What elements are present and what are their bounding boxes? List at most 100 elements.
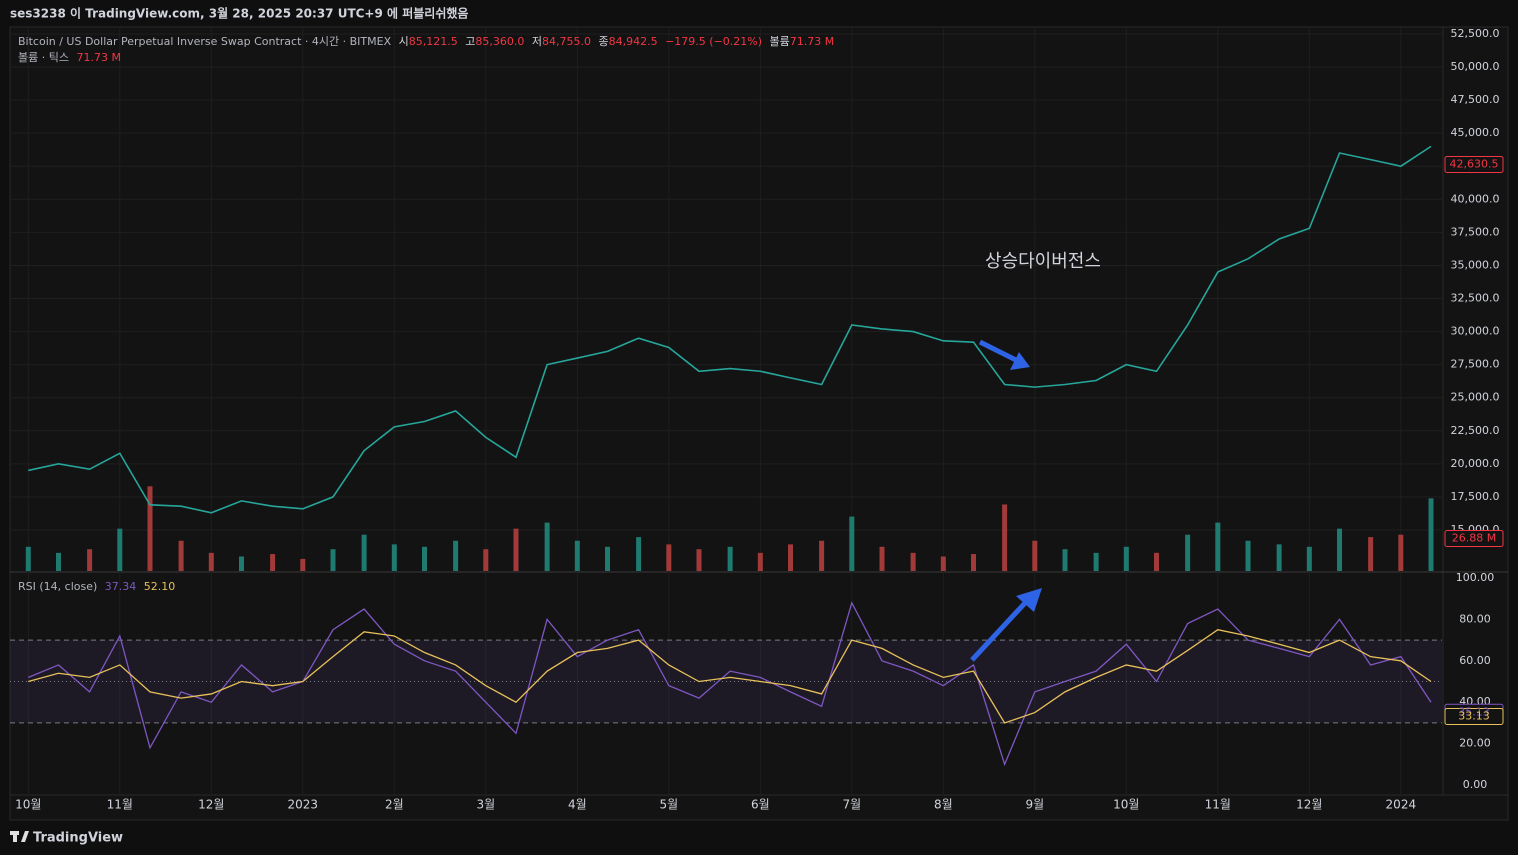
x-tick-label: 5월 xyxy=(659,798,678,812)
volume-bar xyxy=(208,552,214,571)
volume-bar xyxy=(819,540,825,571)
volume-bar xyxy=(453,540,459,571)
last-price-label-box xyxy=(1444,156,1504,174)
volume-bar xyxy=(1368,537,1374,571)
volume-bar xyxy=(574,540,580,571)
volume-bar xyxy=(1062,549,1068,571)
brand-name: TradingView xyxy=(33,831,123,846)
y-tick-label: 20,000.0 xyxy=(1451,457,1500,470)
volume-bar xyxy=(300,558,306,571)
rsi-last-label: 35.13 xyxy=(1458,705,1490,718)
volume-bar xyxy=(1154,552,1160,571)
volume-bar xyxy=(87,549,93,571)
y-tick-label: 40,000.0 xyxy=(1451,192,1500,205)
symbol: Bitcoin / US Dollar Perpetual Inverse Sw… xyxy=(18,35,392,48)
rsi-legend: RSI (14, close) 37.34 52.10 xyxy=(18,580,175,593)
x-tick-label: 12월 xyxy=(198,798,224,812)
rsi-tick-label: 0.00 xyxy=(1463,778,1488,791)
rsi-title: RSI (14, close) xyxy=(18,580,97,593)
x-tick-label: 11월 xyxy=(1205,798,1231,812)
chart-frame xyxy=(9,26,1509,821)
volume-bar xyxy=(513,528,519,571)
volume-bar xyxy=(1276,544,1282,571)
rsi-ma-line xyxy=(28,629,1432,724)
volume-bar xyxy=(1123,546,1129,571)
arrow-head xyxy=(1010,352,1030,370)
volume-bar xyxy=(391,544,397,571)
volume-bar xyxy=(1428,498,1434,571)
volume-bar xyxy=(178,540,184,571)
brand: TradingView xyxy=(10,831,123,846)
x-tick-label: 2024 xyxy=(1386,798,1417,812)
ohlc-value: 84,942.5 xyxy=(609,35,658,48)
volume-bar xyxy=(361,534,367,571)
volume-bar xyxy=(1245,540,1251,571)
volume-bar xyxy=(1032,540,1038,571)
volume-bar xyxy=(605,546,611,571)
rsi-line xyxy=(28,601,1432,767)
volume-bar xyxy=(330,549,336,571)
x-tick-label: 3월 xyxy=(476,798,495,812)
x-tick-label: 10월 xyxy=(1113,798,1139,812)
volume-bar xyxy=(910,552,916,571)
y-tick-label: 35,000.0 xyxy=(1451,258,1500,271)
ohlc-name: 저 xyxy=(532,35,542,48)
volume-legend-value: 71.73 M xyxy=(76,51,120,64)
legend: Bitcoin / US Dollar Perpetual Inverse Sw… xyxy=(18,35,834,48)
x-tick-label: 12월 xyxy=(1296,798,1322,812)
x-tick-label: 11월 xyxy=(107,798,133,812)
x-tick-label: 10월 xyxy=(15,798,41,812)
rsi-ma-last-label-box xyxy=(1444,707,1504,725)
ohlc-value: 85,121.5 xyxy=(409,35,458,48)
x-tick-label: 8월 xyxy=(934,798,953,812)
y-tick-label: 45,000.0 xyxy=(1451,126,1500,139)
change: −179.5 xyxy=(665,35,706,48)
volume-bar xyxy=(55,552,61,571)
y-tick-label: 37,500.0 xyxy=(1451,225,1500,238)
volume-bar xyxy=(1398,534,1404,571)
volume-bar xyxy=(483,549,489,571)
volume-last-label-box xyxy=(1444,529,1504,547)
x-tick-label: 6월 xyxy=(751,798,770,812)
rsi-ma-value: 52.10 xyxy=(144,580,176,593)
price-line xyxy=(28,145,1432,514)
volume-bar xyxy=(117,528,123,571)
volume-bar xyxy=(1002,504,1008,571)
x-tick-label: 4월 xyxy=(568,798,587,812)
volume-bar xyxy=(879,546,885,571)
volume-bar xyxy=(1306,546,1312,571)
volume-bar xyxy=(1185,534,1191,571)
ohlc-value: 84,755.0 xyxy=(542,35,591,48)
volume-bar xyxy=(636,537,642,571)
volume-bar xyxy=(666,544,672,571)
annotation-arrows xyxy=(970,339,1042,662)
last-price-label: 42,630.5 xyxy=(1450,158,1499,171)
logo-part xyxy=(13,831,17,842)
x-tick-label: 2월 xyxy=(385,798,404,812)
change-pct: (−0.21%) xyxy=(709,35,762,48)
volume-bar xyxy=(1337,528,1343,571)
y-tick-label: 32,500.0 xyxy=(1451,292,1500,305)
logo-part xyxy=(21,831,29,842)
volume-value: 71.73 M xyxy=(790,35,834,48)
annotation: 상승다이버전스 xyxy=(985,251,1101,272)
volume-bar xyxy=(1215,522,1221,571)
volume-bar xyxy=(727,546,733,571)
rsi-value: 37.34 xyxy=(105,580,137,593)
volume-title: 볼륨 · 틱스 xyxy=(18,51,69,64)
volume-bar xyxy=(971,554,977,571)
volume-bar xyxy=(940,556,946,571)
rsi-tick-label: 60.00 xyxy=(1459,654,1491,667)
y-tick-label: 17,500.0 xyxy=(1451,490,1500,503)
ohlc-name: 고 xyxy=(465,35,475,48)
ohlc-value: 85,360.0 xyxy=(475,35,524,48)
volume-bar xyxy=(696,549,702,571)
plot-layer: 10월 11월 12월 2023 2월 3월 4월 5월 6월 7월 8월 9월 10월 11월 12월 20… xyxy=(10,27,1504,812)
ohlc-name: 시 xyxy=(399,35,409,48)
ohlc-name: 종 xyxy=(598,35,608,48)
rsi-tick-label: 20.00 xyxy=(1459,737,1491,750)
volume-bar xyxy=(270,554,276,571)
y-tick-label: 50,000.0 xyxy=(1451,60,1500,73)
volume-bar xyxy=(788,544,794,571)
